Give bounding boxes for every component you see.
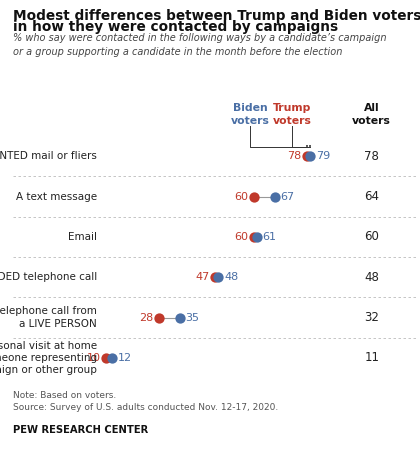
Text: 79: 79 <box>316 151 330 161</box>
Text: PRINTED mail or fliers: PRINTED mail or fliers <box>0 151 97 161</box>
Text: Trump
voters: Trump voters <box>273 103 311 126</box>
Text: 28: 28 <box>139 313 154 323</box>
Text: % who say were contacted in the following ways by a candidate’s campaign
or a gr: % who say were contacted in the followin… <box>13 33 386 57</box>
Text: 48: 48 <box>224 272 238 282</box>
Point <box>103 354 110 361</box>
Text: Biden
voters: Biden voters <box>231 103 269 126</box>
Text: 61: 61 <box>262 232 276 242</box>
Text: 78: 78 <box>287 151 302 161</box>
Text: 60: 60 <box>234 191 248 202</box>
Text: A personal visit at home
from someone representing
a campaign or other group: A personal visit at home from someone re… <box>0 340 97 375</box>
Text: 11: 11 <box>364 351 379 364</box>
Text: Email: Email <box>68 232 97 242</box>
Text: Modest differences between Trump and Biden voters: Modest differences between Trump and Bid… <box>13 9 420 23</box>
Text: •: • <box>308 144 312 150</box>
Point <box>254 233 260 240</box>
Point <box>250 193 257 200</box>
Point <box>307 153 313 160</box>
Text: 10: 10 <box>87 353 100 363</box>
Point <box>177 314 184 321</box>
Text: A PRERECORDED telephone call: A PRERECORDED telephone call <box>0 272 97 282</box>
Text: 32: 32 <box>364 311 379 324</box>
Text: •: • <box>305 144 309 150</box>
Text: 60: 60 <box>364 230 379 244</box>
Text: 60: 60 <box>234 232 248 242</box>
Point <box>156 314 163 321</box>
Text: in how they were contacted by campaigns: in how they were contacted by campaigns <box>13 20 338 34</box>
Text: A text message: A text message <box>16 191 97 202</box>
Text: 67: 67 <box>280 191 294 202</box>
Text: Note: Based on voters.
Source: Survey of U.S. adults conducted Nov. 12-17, 2020.: Note: Based on voters. Source: Survey of… <box>13 391 278 412</box>
Text: 35: 35 <box>186 313 200 323</box>
Point <box>215 274 222 281</box>
Point <box>304 153 310 160</box>
Point <box>271 193 278 200</box>
Text: A telephone call from
a LIVE PERSON: A telephone call from a LIVE PERSON <box>0 306 97 329</box>
Text: All
voters: All voters <box>352 103 391 126</box>
Text: 48: 48 <box>364 271 379 284</box>
Text: 12: 12 <box>118 353 132 363</box>
Point <box>212 274 219 281</box>
Text: 47: 47 <box>196 272 210 282</box>
Text: 64: 64 <box>364 190 379 203</box>
Text: PEW RESEARCH CENTER: PEW RESEARCH CENTER <box>13 425 148 435</box>
Point <box>250 233 257 240</box>
Point <box>109 354 116 361</box>
Text: 78: 78 <box>364 150 379 163</box>
